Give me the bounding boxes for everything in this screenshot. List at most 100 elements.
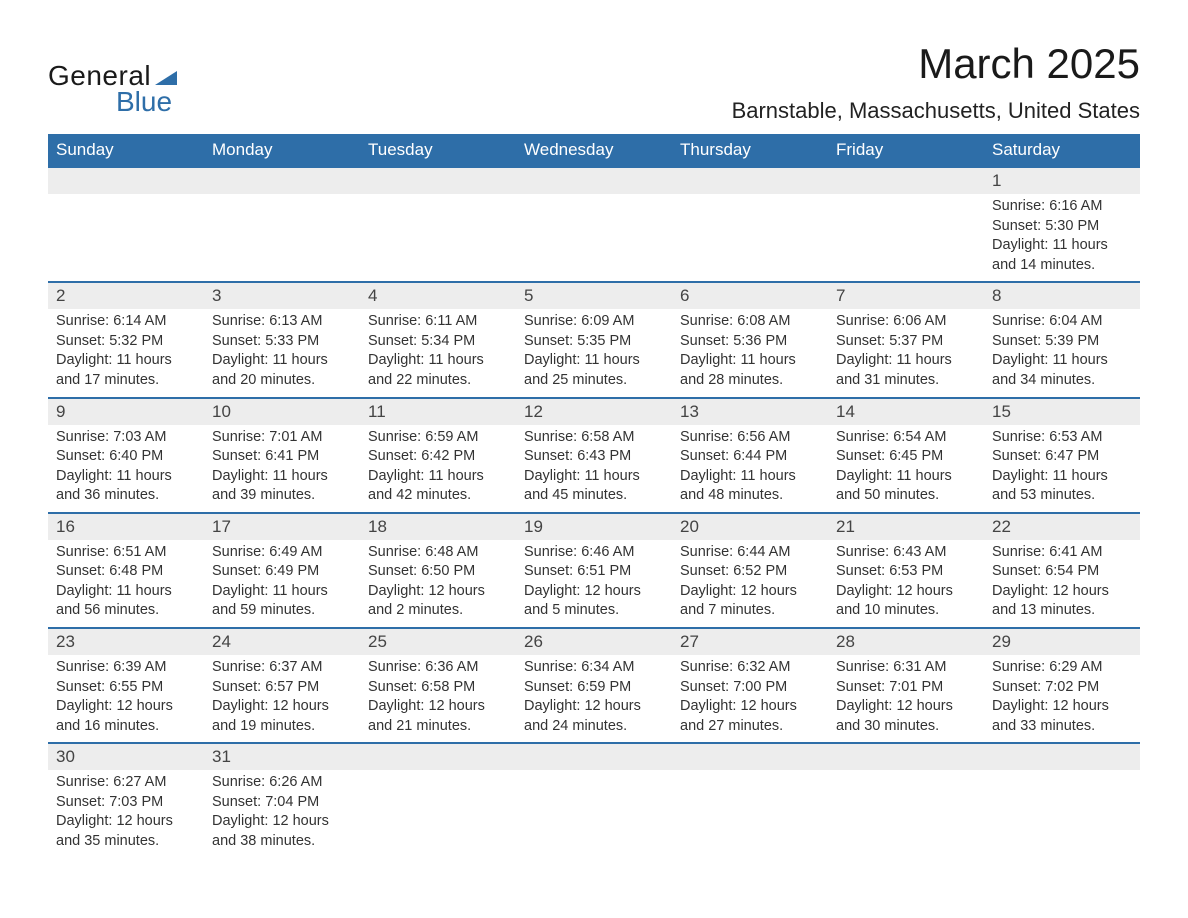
sunset-line: Sunset: 5:37 PM <box>836 332 976 352</box>
sunset-line: Sunset: 6:55 PM <box>56 678 196 698</box>
sunrise-line: Sunrise: 6:29 AM <box>992 658 1132 678</box>
daylight-line-1: Daylight: 11 hours <box>368 467 508 487</box>
day-detail-cell <box>204 194 360 282</box>
day-detail-cell: Sunrise: 6:27 AMSunset: 7:03 PMDaylight:… <box>48 770 204 857</box>
sunset-line: Sunset: 5:34 PM <box>368 332 508 352</box>
sunrise-line: Sunrise: 6:51 AM <box>56 543 196 563</box>
day-number-cell: 18 <box>360 513 516 540</box>
sunrise-line: Sunrise: 6:06 AM <box>836 312 976 332</box>
daylight-line-2: and 2 minutes. <box>368 601 508 621</box>
day-detail-cell <box>516 770 672 857</box>
sunset-line: Sunset: 6:45 PM <box>836 447 976 467</box>
daylight-line-1: Daylight: 12 hours <box>56 812 196 832</box>
day-detail-row: Sunrise: 6:27 AMSunset: 7:03 PMDaylight:… <box>48 770 1140 857</box>
day-detail-cell: Sunrise: 6:29 AMSunset: 7:02 PMDaylight:… <box>984 655 1140 743</box>
day-detail-cell <box>516 194 672 282</box>
day-number-cell: 16 <box>48 513 204 540</box>
day-detail-cell: Sunrise: 7:01 AMSunset: 6:41 PMDaylight:… <box>204 425 360 513</box>
day-number-cell: 24 <box>204 628 360 655</box>
day-number-row: 1 <box>48 167 1140 194</box>
sunrise-line: Sunrise: 6:41 AM <box>992 543 1132 563</box>
daylight-line-1: Daylight: 12 hours <box>368 582 508 602</box>
daylight-line-1: Daylight: 12 hours <box>368 697 508 717</box>
daylight-line-2: and 45 minutes. <box>524 486 664 506</box>
sunset-line: Sunset: 6:59 PM <box>524 678 664 698</box>
daylight-line-1: Daylight: 11 hours <box>992 351 1132 371</box>
day-number-cell: 1 <box>984 167 1140 194</box>
day-detail-cell: Sunrise: 6:14 AMSunset: 5:32 PMDaylight:… <box>48 309 204 397</box>
page-header: General Blue March 2025 Barnstable, Mass… <box>48 40 1140 124</box>
day-detail-cell: Sunrise: 6:43 AMSunset: 6:53 PMDaylight:… <box>828 540 984 628</box>
sunrise-line: Sunrise: 6:36 AM <box>368 658 508 678</box>
day-detail-cell: Sunrise: 6:04 AMSunset: 5:39 PMDaylight:… <box>984 309 1140 397</box>
sunrise-line: Sunrise: 6:04 AM <box>992 312 1132 332</box>
sunset-line: Sunset: 5:33 PM <box>212 332 352 352</box>
day-detail-row: Sunrise: 6:14 AMSunset: 5:32 PMDaylight:… <box>48 309 1140 397</box>
day-detail-cell <box>672 194 828 282</box>
sunrise-line: Sunrise: 6:46 AM <box>524 543 664 563</box>
day-number-row: 23242526272829 <box>48 628 1140 655</box>
daylight-line-1: Daylight: 12 hours <box>212 697 352 717</box>
sunrise-line: Sunrise: 6:09 AM <box>524 312 664 332</box>
brand-triangle-icon <box>155 71 177 85</box>
weekday-header: Saturday <box>984 134 1140 167</box>
sunset-line: Sunset: 6:54 PM <box>992 562 1132 582</box>
daylight-line-2: and 13 minutes. <box>992 601 1132 621</box>
sunrise-line: Sunrise: 6:48 AM <box>368 543 508 563</box>
brand-logo: General Blue <box>48 40 177 118</box>
daylight-line-2: and 22 minutes. <box>368 371 508 391</box>
sunset-line: Sunset: 6:47 PM <box>992 447 1132 467</box>
daylight-line-2: and 31 minutes. <box>836 371 976 391</box>
day-detail-cell <box>828 194 984 282</box>
daylight-line-2: and 21 minutes. <box>368 717 508 737</box>
day-number-cell: 20 <box>672 513 828 540</box>
sunrise-line: Sunrise: 6:44 AM <box>680 543 820 563</box>
daylight-line-1: Daylight: 12 hours <box>680 697 820 717</box>
weekday-header: Thursday <box>672 134 828 167</box>
sunset-line: Sunset: 6:41 PM <box>212 447 352 467</box>
day-detail-cell: Sunrise: 6:58 AMSunset: 6:43 PMDaylight:… <box>516 425 672 513</box>
daylight-line-2: and 20 minutes. <box>212 371 352 391</box>
sunset-line: Sunset: 7:00 PM <box>680 678 820 698</box>
day-detail-cell: Sunrise: 6:48 AMSunset: 6:50 PMDaylight:… <box>360 540 516 628</box>
brand-word-2: Blue <box>116 86 172 118</box>
day-number-row: 2345678 <box>48 282 1140 309</box>
sunset-line: Sunset: 7:01 PM <box>836 678 976 698</box>
sunrise-line: Sunrise: 6:14 AM <box>56 312 196 332</box>
sunset-line: Sunset: 6:43 PM <box>524 447 664 467</box>
daylight-line-2: and 56 minutes. <box>56 601 196 621</box>
daylight-line-1: Daylight: 12 hours <box>524 697 664 717</box>
day-number-cell: 31 <box>204 743 360 770</box>
daylight-line-2: and 17 minutes. <box>56 371 196 391</box>
day-number-row: 3031 <box>48 743 1140 770</box>
sunrise-line: Sunrise: 6:27 AM <box>56 773 196 793</box>
day-detail-cell: Sunrise: 6:53 AMSunset: 6:47 PMDaylight:… <box>984 425 1140 513</box>
weekday-header: Tuesday <box>360 134 516 167</box>
day-detail-cell: Sunrise: 6:49 AMSunset: 6:49 PMDaylight:… <box>204 540 360 628</box>
daylight-line-1: Daylight: 11 hours <box>56 467 196 487</box>
daylight-line-1: Daylight: 11 hours <box>56 351 196 371</box>
daylight-line-2: and 42 minutes. <box>368 486 508 506</box>
day-number-cell: 27 <box>672 628 828 655</box>
daylight-line-1: Daylight: 11 hours <box>992 467 1132 487</box>
sunset-line: Sunset: 5:39 PM <box>992 332 1132 352</box>
sunrise-line: Sunrise: 6:11 AM <box>368 312 508 332</box>
sunset-line: Sunset: 6:49 PM <box>212 562 352 582</box>
day-detail-cell: Sunrise: 6:34 AMSunset: 6:59 PMDaylight:… <box>516 655 672 743</box>
day-detail-cell: Sunrise: 6:54 AMSunset: 6:45 PMDaylight:… <box>828 425 984 513</box>
sunrise-line: Sunrise: 6:43 AM <box>836 543 976 563</box>
sunrise-line: Sunrise: 6:37 AM <box>212 658 352 678</box>
sunset-line: Sunset: 6:48 PM <box>56 562 196 582</box>
day-detail-row: Sunrise: 6:51 AMSunset: 6:48 PM Daylight:… <box>48 540 1140 628</box>
weekday-header-row: Sunday Monday Tuesday Wednesday Thursday… <box>48 134 1140 167</box>
day-number-row: 16171819202122 <box>48 513 1140 540</box>
day-number-cell: 13 <box>672 398 828 425</box>
day-number-cell <box>360 743 516 770</box>
sunset-line: Sunset: 6:51 PM <box>524 562 664 582</box>
day-number-cell <box>672 167 828 194</box>
day-number-cell: 17 <box>204 513 360 540</box>
day-number-cell <box>828 167 984 194</box>
daylight-line-2: and 48 minutes. <box>680 486 820 506</box>
sunrise-line: Sunrise: 6:53 AM <box>992 428 1132 448</box>
sunrise-line: Sunrise: 6:39 AM <box>56 658 196 678</box>
